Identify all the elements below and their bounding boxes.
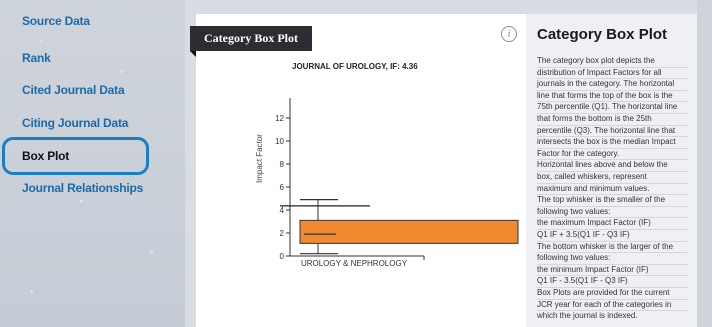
description-rule: [537, 182, 689, 184]
description-line: Box Plots are provided for the current: [537, 288, 670, 297]
sidebar-item-rank[interactable]: Rank: [22, 51, 51, 65]
y-tick-label: 8: [280, 160, 285, 169]
description-rule: [537, 287, 689, 288]
sidebar-item-journal-relationships[interactable]: Journal Relationships: [22, 181, 144, 195]
description-line: journals in the category. The horizontal: [537, 79, 675, 89]
description-rule: [537, 217, 689, 219]
description-line: that forms the bottom is the 25th: [537, 114, 652, 123]
description-line: following two values:: [537, 206, 611, 216]
description-rule: [537, 89, 689, 91]
y-tick-label: 0: [280, 252, 285, 261]
description-line: The bottom whisker is the larger of the: [537, 241, 674, 251]
description-rule: [537, 101, 689, 103]
page-edge: [697, 0, 712, 327]
description-line: the minimum Impact Factor (IF): [537, 264, 649, 274]
description-rule: [537, 240, 689, 242]
x-category-label: UROLOGY & NEPHROLOGY: [301, 259, 408, 268]
description-rule: [537, 171, 689, 172]
description-line: distribution of Impact Factors for all: [537, 67, 662, 77]
y-tick-label: 4: [280, 206, 285, 215]
y-tick-label: 10: [275, 137, 284, 146]
description-rule: [537, 229, 689, 230]
panel-tab-label: Category Box Plot: [190, 26, 312, 51]
description-line: JCR year for each of the categories in: [537, 299, 672, 309]
description-panel: Category Box Plot The category box plot …: [526, 14, 697, 327]
description-rule: [537, 113, 689, 114]
description-line: Factor for the category.: [537, 148, 620, 158]
description-line: the maximum Impact Factor (IF): [537, 218, 651, 228]
description-rule: [537, 136, 689, 138]
y-tick-label: 6: [280, 183, 285, 192]
box-plot-panel: Category Box Plot i JOURNAL OF UROLOGY, …: [190, 14, 526, 327]
description-rule: [537, 194, 689, 196]
sidebar-item-citing-journal-data[interactable]: Citing Journal Data: [22, 116, 129, 130]
description-rule: [537, 298, 689, 300]
y-axis-label: Impact Factor: [255, 134, 264, 183]
description-line: following two values:: [537, 253, 611, 263]
tab-notch: [190, 51, 196, 57]
description-rule: [537, 66, 689, 68]
sidebar-item-box-plot[interactable]: Box Plot: [22, 149, 70, 163]
description-line: intersects the box is the median Impact: [537, 137, 676, 147]
sidebar-item-cited-journal-data[interactable]: Cited Journal Data: [22, 83, 125, 97]
description-title: Category Box Plot: [537, 26, 668, 43]
description-line: box, called whiskers, represent: [537, 172, 647, 181]
description-rule: [537, 147, 689, 149]
description-line: line that forms the top of the box is th…: [537, 90, 673, 100]
description-rule: [537, 263, 689, 265]
y-tick-label: 2: [280, 229, 285, 238]
description-rule: [537, 124, 689, 126]
sidebar: Source Data Rank Cited Journal Data Citi…: [0, 0, 185, 327]
box-iqr: [299, 219, 519, 244]
description-rule: [537, 252, 689, 254]
journal-title: JOURNAL OF UROLOGY, IF: 4.36: [292, 62, 418, 71]
description-line: which the journal is indexed.: [537, 311, 638, 321]
sidebar-item-source-data[interactable]: Source Data: [22, 14, 90, 28]
box-plot-chart: 0 2 4 6 8 10 12 Impact Factor UROLOGY & NEPHROLO…: [255, 98, 519, 268]
description-line: Q1 IF - 3.5(Q1 IF - Q3 IF): [537, 276, 628, 286]
info-icon[interactable]: i: [501, 26, 517, 42]
description-line: Q1 IF + 3.5(Q1 IF - Q3 IF): [537, 230, 630, 239]
description-line: percentile (Q3). The horizontal line tha…: [537, 125, 676, 135]
description-rule: [537, 205, 689, 207]
description-line: The top whisker is the smaller of the: [537, 195, 666, 205]
description-rule: [537, 159, 689, 161]
description-line: 75th percentile (Q1). The horizontal lin…: [537, 102, 678, 112]
description-rule: [537, 275, 689, 277]
description-line: maximum and minimum values.: [537, 183, 650, 193]
description-line: Horizontal lines above and below the: [537, 160, 668, 170]
active-item-highlight: [2, 137, 149, 175]
y-tick-label: 12: [275, 114, 284, 123]
description-line: The category box plot depicts the: [537, 56, 655, 65]
description-rule: [537, 310, 689, 312]
description-rule: [537, 78, 689, 80]
